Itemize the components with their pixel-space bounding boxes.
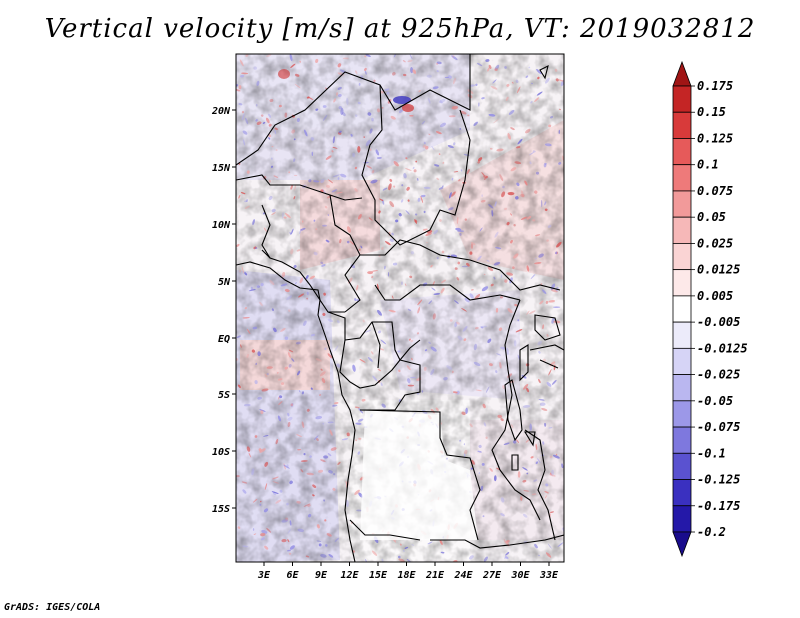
colorbar-label: 0.15	[697, 105, 726, 119]
colorbar-swatch	[672, 321, 692, 349]
lon-tick-label: 30E	[510, 570, 530, 581]
colorbar-swatch	[672, 216, 692, 244]
lon-tick-label: 24E	[453, 570, 473, 581]
lon-tick-label: 33E	[539, 570, 559, 581]
colorbar-swatch	[672, 164, 692, 192]
lon-tick-label: 6E	[286, 570, 299, 581]
colorbar-label: -0.075	[697, 420, 740, 434]
colorbar-label: 0.075	[697, 184, 733, 198]
colorbar-top-arrow	[672, 60, 692, 87]
colorbar-swatch	[672, 85, 692, 113]
lat-tick-label: EQ	[218, 334, 230, 345]
lon-tick-label: 18E	[397, 570, 416, 581]
grads-credit: GrADS: IGES/COLA	[4, 602, 101, 613]
colorbar-label: 0.1	[697, 158, 719, 172]
colorbar-swatch	[672, 269, 692, 297]
figure-title: Vertical velocity [m/s] at 925hPa, VT: 2…	[44, 14, 756, 44]
colorbar-swatch	[672, 347, 692, 375]
velocity-field	[236, 54, 564, 562]
lat-tick-label: 10N	[212, 220, 231, 231]
colorbar-label: -0.2	[697, 525, 726, 539]
lat-tick-label: 15N	[212, 163, 231, 174]
colorbar-label: -0.025	[697, 368, 740, 382]
colorbar-swatch	[672, 426, 692, 454]
country-borders	[236, 54, 564, 562]
lat-tick-label: 5S	[218, 390, 230, 401]
lat-tick-label: 5N	[218, 277, 231, 288]
colorbar-label: 0.05	[697, 210, 726, 224]
lon-tick-label: 3E	[257, 570, 271, 581]
map-frame	[235, 53, 565, 563]
colorbar-label: 0.0125	[697, 263, 740, 277]
colorbar-bottom-arrow	[672, 531, 692, 558]
colorbar-label: -0.005	[697, 315, 740, 329]
longitude-axis: 3E 6E 9E 12E 15E 18E 21E 24E 27E 30E 33E	[257, 562, 559, 581]
colorbar-swatch	[672, 138, 692, 166]
colorbar-swatch	[672, 452, 692, 480]
colorbar-swatch	[672, 505, 692, 533]
colorbar-label: -0.1	[697, 446, 726, 460]
colorbar-label: 0.005	[697, 289, 733, 303]
lon-tick-label: 12E	[340, 570, 359, 581]
colorbar-swatch	[672, 479, 692, 507]
lat-tick-label: 10S	[212, 447, 230, 458]
lon-tick-label: 9E	[315, 570, 328, 581]
lat-tick-label: 20N	[211, 106, 231, 117]
colorbar-swatch	[672, 400, 692, 428]
colorbar-swatch	[672, 295, 692, 323]
lon-tick-label: 21E	[425, 570, 445, 581]
lat-tick-label: 15S	[212, 504, 230, 515]
lon-tick-label: 15E	[369, 570, 388, 581]
lon-tick-label: 27E	[482, 570, 502, 581]
colorbar-swatch	[672, 374, 692, 402]
colorbar-label: -0.0125	[697, 341, 748, 355]
colorbar-swatch	[672, 243, 692, 271]
colorbar-swatch	[672, 190, 692, 218]
latitude-axis: 20N 15N 10N 5N EQ 5S 10S 15S	[211, 106, 236, 515]
colorbar-label: -0.125	[697, 473, 740, 487]
colorbar-label: -0.175	[697, 499, 740, 513]
colorbar: 0.175 0.15 0.125 0.1 0.075 0.05 0.025 0.0125 0.0…	[672, 60, 748, 558]
colorbar-label: -0.05	[697, 394, 733, 408]
colorbar-label: 0.125	[697, 131, 733, 145]
colorbar-label: 0.025	[697, 236, 733, 250]
colorbar-swatch	[672, 111, 692, 139]
colorbar-label: 0.175	[697, 79, 733, 93]
